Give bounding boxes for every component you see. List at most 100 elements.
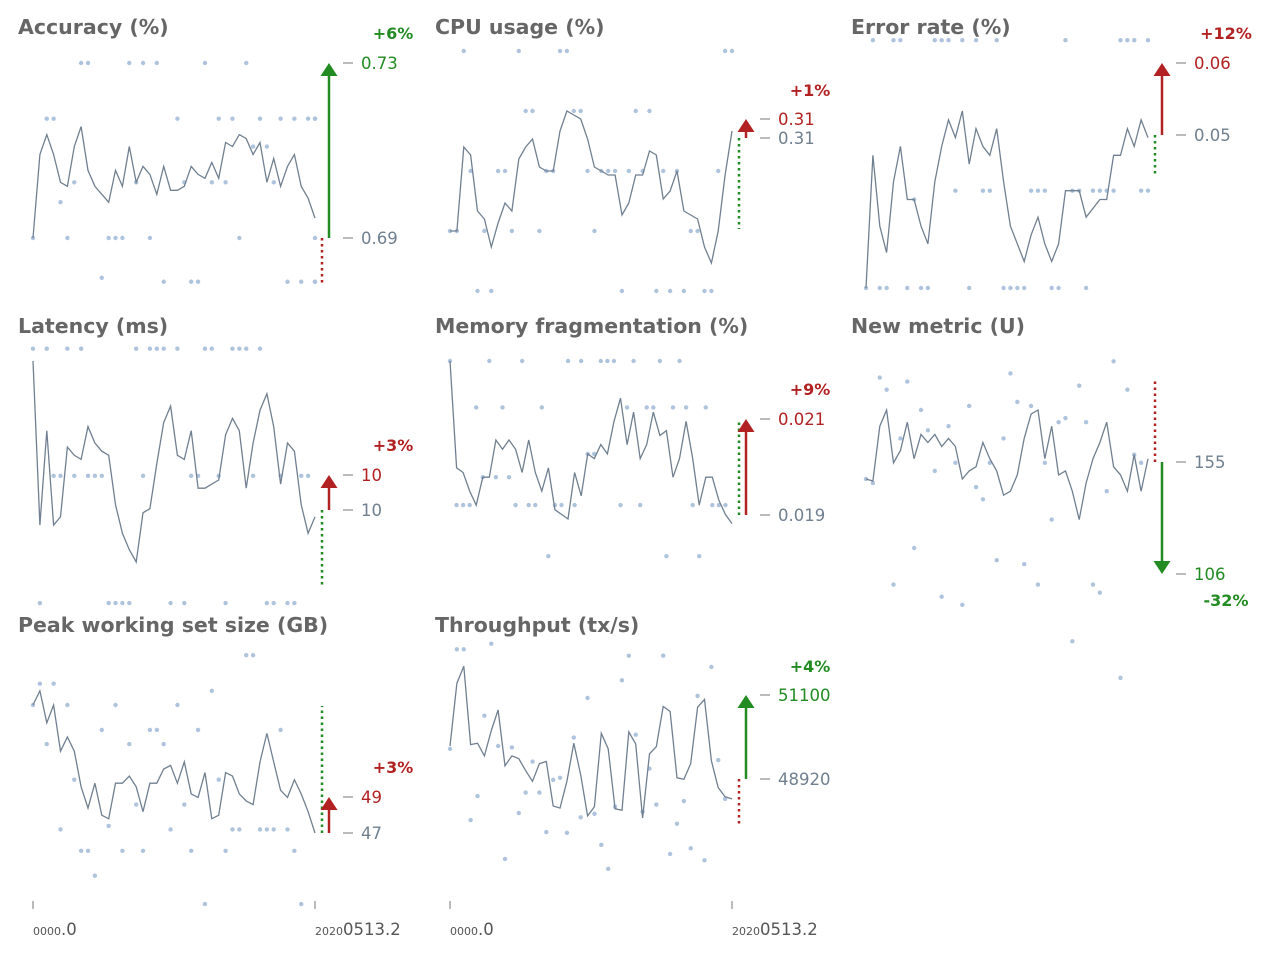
scatter-dot (980, 497, 986, 502)
scatter-dot (487, 358, 492, 364)
x-tick-label: 0000.0 (33, 920, 77, 939)
scatter-dot (467, 502, 472, 508)
scatter-dot (72, 473, 77, 479)
scatter-dot (674, 821, 680, 826)
scatter-dot (564, 48, 570, 54)
scatter-dot (681, 288, 687, 294)
scatter-dot (65, 702, 70, 708)
scatter-dot (468, 817, 473, 823)
scatter-dot (85, 473, 91, 479)
scatter-dot (506, 474, 512, 480)
scatter-dots (30, 60, 318, 284)
scatter-dot (65, 346, 70, 351)
scatter-dot (697, 553, 702, 559)
end-value-label: 0.73 (361, 54, 398, 73)
scatter-dot (482, 713, 487, 718)
scatter-dot (461, 48, 466, 54)
change-arrow-head (320, 475, 338, 488)
change-percent: -32% (1204, 591, 1249, 610)
panel-8: Throughput (tx/s) 48920 51100 +4% (435, 613, 831, 872)
scatter-dot (1090, 582, 1096, 587)
scatter-dot (474, 405, 479, 410)
series-line (865, 110, 1149, 289)
scatter-dot (106, 235, 111, 241)
scatter-dot (461, 647, 466, 652)
scatter-dot (72, 777, 77, 782)
scatter-dot (1097, 590, 1103, 595)
scatter-dots (30, 346, 311, 606)
scatter-dot (644, 405, 649, 410)
scatter-dot (1104, 488, 1109, 494)
scatter-dot (482, 228, 487, 234)
scatter-dot (925, 285, 931, 291)
scatter-dot (523, 790, 528, 795)
scatter-dot (572, 502, 577, 508)
scatter-dot (677, 358, 682, 364)
scatter-dot (1042, 460, 1048, 465)
scatter-dot (202, 60, 208, 66)
scatter-dot (305, 473, 311, 479)
scatter-dot (994, 557, 999, 563)
x-axis-1: 0000.0 20200513.2 (32, 901, 401, 939)
panel-title: Latency (ms) (18, 314, 168, 338)
scatter-dot (85, 60, 91, 66)
scatter-dot (939, 38, 944, 43)
scatter-dot (495, 743, 501, 749)
scatter-dot (911, 545, 917, 551)
scatter-dot (230, 827, 235, 832)
scatter-dot (468, 168, 473, 174)
change-arrow-head (320, 797, 338, 810)
scatter-dot (578, 815, 583, 820)
change-arrow-head (1153, 63, 1171, 76)
scatter-dot (918, 407, 924, 413)
scatter-dot (299, 473, 304, 479)
change-percent: +9% (790, 380, 831, 399)
scatter-dot (891, 38, 896, 43)
scatter-dot (161, 279, 166, 284)
scatter-dot (154, 60, 160, 66)
scatter-dot (1138, 460, 1144, 465)
scatter-dot (209, 180, 215, 185)
scatter-dot (264, 144, 270, 149)
scatter-dot (884, 285, 889, 291)
scatter-dot (546, 553, 551, 559)
scatter-dot (618, 502, 623, 508)
scatter-dots (30, 653, 304, 907)
x-axis-2: 0000.0 20200513.2 (449, 901, 818, 939)
scatter-dot (884, 387, 889, 392)
scatter-dot (51, 473, 56, 479)
scatter-dot (493, 474, 499, 480)
scatter-dot (216, 116, 221, 121)
scatter-dot (489, 641, 494, 646)
scatter-dot (264, 600, 270, 606)
scatter-dot (133, 346, 139, 351)
scatter-dot (182, 600, 187, 606)
scatter-dot (58, 473, 63, 479)
scatter-dot (559, 502, 564, 508)
scatter-dot (202, 346, 208, 351)
scatter-dot (550, 777, 556, 783)
scatter-dot (237, 346, 242, 351)
scatter-dot (690, 502, 695, 508)
panel-title: CPU usage (%) (435, 15, 604, 39)
scatter-dot (1001, 285, 1006, 291)
scatter-dot (244, 60, 249, 66)
scatter-dot (870, 480, 876, 486)
scatter-dot (312, 235, 318, 241)
scatter-dot (30, 346, 36, 351)
scatter-dot (683, 405, 689, 410)
scatter-dot (502, 168, 508, 174)
scatter-dot (626, 168, 632, 174)
scatter-dot (154, 346, 160, 351)
scatter-dot (939, 594, 944, 599)
scatter-dot (1132, 38, 1137, 43)
scatter-dot (664, 553, 669, 559)
change-arrow-head (737, 695, 755, 708)
scatter-dot (202, 901, 208, 907)
change-arrow-head (1153, 561, 1171, 574)
scatter-dot (1049, 285, 1054, 291)
scatter-dot (509, 745, 515, 750)
scatter-dot (870, 38, 876, 43)
scatter-dot (1008, 285, 1013, 291)
scatter-dot (250, 653, 256, 658)
